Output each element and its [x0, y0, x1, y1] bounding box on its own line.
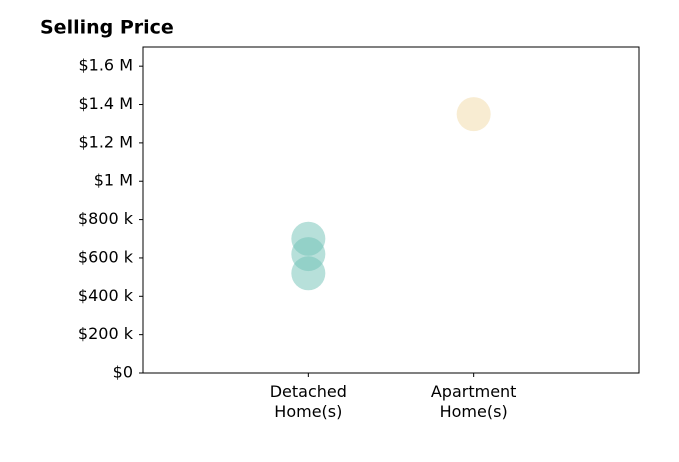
y-tick-label: $800 k [78, 209, 134, 228]
point [456, 97, 491, 132]
chart-title: Selling Price [40, 17, 174, 39]
y-tick-label: $600 k [78, 247, 134, 266]
y-tick-label: $1.6 M [78, 56, 133, 75]
y-tick-label: $1.2 M [78, 132, 133, 151]
point [291, 256, 326, 291]
y-tick-label: $200 k [78, 324, 134, 343]
y-tick-label: $400 k [78, 286, 134, 305]
y-tick-label: $0 [113, 363, 133, 382]
plot-frame [142, 46, 640, 374]
y-tick-label: $1.4 M [78, 94, 133, 113]
x-tick-label: Apartment Home(s) [430, 382, 517, 421]
x-tick-label: Detached Home(s) [269, 382, 347, 421]
y-tick-label: $1 M [94, 171, 133, 190]
